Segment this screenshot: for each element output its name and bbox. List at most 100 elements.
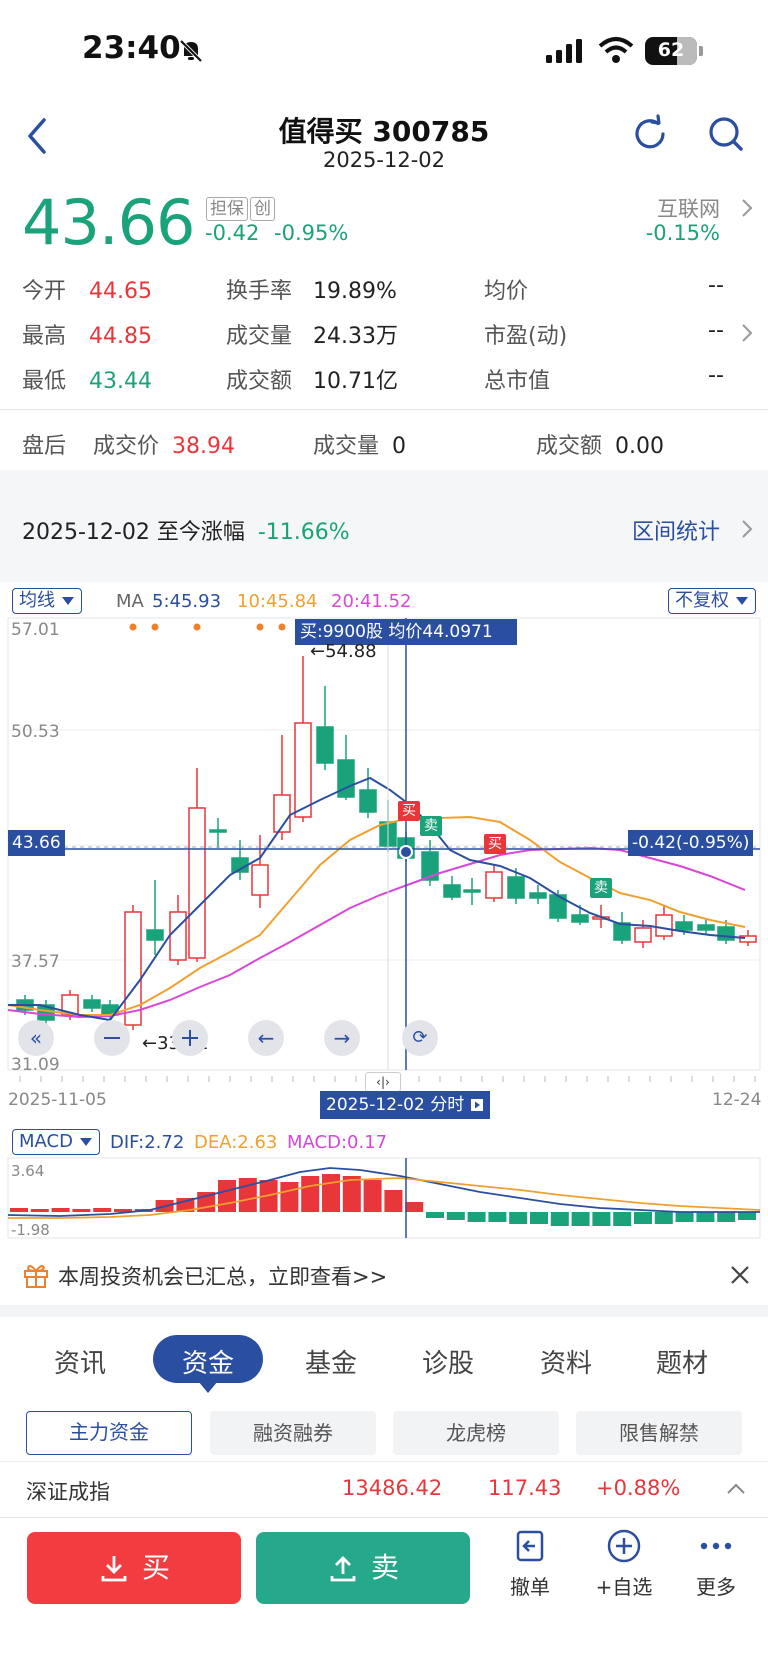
range-summary-text: 2025-12-02 至今涨幅 -11.66%: [22, 514, 350, 546]
tab-funds[interactable]: 资金: [182, 1349, 235, 1379]
back-arrow-icon[interactable]: [24, 116, 50, 156]
after-amount-row: 成交额 0.00: [536, 428, 664, 460]
add-watchlist-button[interactable]: +自选: [584, 1526, 664, 1600]
macd-bar: [322, 1174, 340, 1212]
high-label: 最高: [22, 324, 67, 349]
subtab-margin[interactable]: 融资融券: [210, 1411, 376, 1455]
buy-marker[interactable]: 买: [484, 834, 506, 854]
tab-active-pill: [153, 1335, 263, 1383]
close-icon[interactable]: [728, 1263, 752, 1287]
candle-body: [294, 722, 312, 818]
candle-body: [209, 829, 227, 833]
candle-body: [443, 884, 461, 898]
chevron-right-icon: [742, 520, 753, 538]
dropdown-triangle-icon: [79, 1138, 92, 1146]
subtab-unlock[interactable]: 限售解禁: [576, 1411, 742, 1455]
ma-selector[interactable]: 均线: [12, 588, 82, 614]
intraday-link[interactable]: 2025-12-02 分时: [320, 1091, 491, 1119]
drag-handle[interactable]: ‹|›: [365, 1072, 401, 1092]
current-price: 43.66: [22, 186, 195, 259]
dropdown-triangle-icon: [62, 597, 74, 605]
trade-tooltip-bg: [295, 619, 517, 645]
sell-label: 卖: [370, 1551, 399, 1584]
macd-value: MACD:0.17: [287, 1132, 388, 1153]
after-volume-value: 0: [392, 434, 407, 459]
candle-body: [188, 807, 206, 959]
macd-bar: [426, 1212, 444, 1218]
status-bar: 23:40 62: [0, 0, 768, 100]
cancel-order-button[interactable]: 撤单: [490, 1526, 570, 1600]
refresh-icon[interactable]: [630, 114, 670, 154]
move-right-button[interactable]: →: [324, 1020, 360, 1056]
industry-link[interactable]: 互联网: [657, 197, 720, 221]
low-label: 最低: [22, 369, 67, 394]
change-tag: -0.42(-0.95%): [628, 830, 754, 856]
tab-profile[interactable]: 资料: [540, 1349, 593, 1379]
range-stats-link[interactable]: 区间统计: [631, 520, 720, 545]
tab-news[interactable]: 资讯: [54, 1349, 107, 1379]
promo-text: 本周投资机会已汇总，立即查看>>: [58, 1265, 388, 1289]
macd-bar: [363, 1180, 382, 1212]
candle-body: [316, 726, 334, 764]
zoom-in-button[interactable]: [172, 1020, 208, 1056]
rotate-button[interactable]: ⟳: [402, 1020, 438, 1056]
industry-change: -0.15%: [645, 221, 720, 245]
sell-marker[interactable]: 卖: [420, 816, 442, 836]
turnover-label: 换手率: [226, 279, 293, 304]
macd-bar: [405, 1202, 424, 1212]
amount-row: 成交额 10.71亿: [226, 363, 398, 395]
volume-label: 成交量: [226, 324, 293, 349]
candle-body: [697, 924, 715, 931]
pe-label[interactable]: 市盈(动): [484, 324, 568, 349]
candle-body: [613, 922, 631, 941]
crosshair-date: 2025-12-02 分时: [326, 1095, 465, 1115]
x-start-date: 2025-11-05: [8, 1090, 107, 1110]
zoom-out-button[interactable]: [94, 1020, 130, 1056]
sell-button[interactable]: 卖: [256, 1532, 470, 1604]
tab-pointer: [198, 1381, 218, 1393]
macd-bar: [280, 1182, 299, 1212]
macd-bar: [675, 1212, 694, 1222]
buy-button[interactable]: 买: [27, 1532, 241, 1604]
buy-marker[interactable]: 买: [398, 801, 420, 821]
avg-label: 均价: [484, 279, 529, 304]
ma5-value: 5:45.93: [152, 591, 222, 612]
macd-chart[interactable]: [0, 1156, 768, 1240]
volume-row: 成交量 24.33万: [226, 318, 398, 350]
tab-theme[interactable]: 题材: [656, 1349, 709, 1379]
dea-value: DEA:2.63: [194, 1132, 278, 1153]
mcap-label: 总市值: [484, 369, 551, 394]
macd-bar: [613, 1212, 632, 1226]
subtab-main-funds[interactable]: 主力资金: [26, 1411, 192, 1455]
amount-value: 10.71亿: [313, 369, 398, 394]
macd-bar: [738, 1212, 756, 1220]
promo-banner[interactable]: 本周投资机会已汇总，立即查看>>: [0, 1245, 768, 1305]
after-hours-label: 盘后: [22, 434, 67, 459]
price-change: -0.42 -0.95%: [205, 221, 348, 245]
macd-bar: [654, 1212, 673, 1224]
macd-bar: [72, 1209, 91, 1212]
move-left-button[interactable]: ←: [248, 1020, 284, 1056]
signal-icon: [546, 39, 582, 63]
tab-diagnosis[interactable]: 诊股: [422, 1349, 475, 1379]
macd-bar: [509, 1212, 528, 1224]
more-button[interactable]: 更多: [676, 1526, 756, 1600]
macd-bar: [634, 1212, 652, 1224]
index-ticker[interactable]: 深证成指 13486.42 117.43 +0.88%: [0, 1461, 768, 1517]
divider: [0, 409, 768, 410]
volume-value: 24.33万: [313, 324, 398, 349]
adjust-selector[interactable]: 不复权: [668, 588, 756, 614]
trade-bar: 买 卖 撤单 +自选 更多: [0, 1517, 768, 1665]
dropdown-triangle-icon: [736, 597, 748, 605]
subtab-dragon-tiger[interactable]: 龙虎榜: [393, 1411, 559, 1455]
cancel-order-icon: [516, 1530, 544, 1562]
macd-bar: [384, 1190, 403, 1212]
chevron-right-icon: [742, 324, 753, 342]
chevron-up-icon[interactable]: [726, 1482, 746, 1496]
macd-bar: [467, 1212, 486, 1222]
search-icon[interactable]: [706, 114, 746, 154]
macd-selector[interactable]: MACD: [12, 1129, 100, 1155]
scroll-start-button[interactable]: «: [18, 1020, 54, 1056]
tab-fund[interactable]: 基金: [305, 1349, 358, 1379]
sell-marker[interactable]: 卖: [590, 878, 612, 898]
